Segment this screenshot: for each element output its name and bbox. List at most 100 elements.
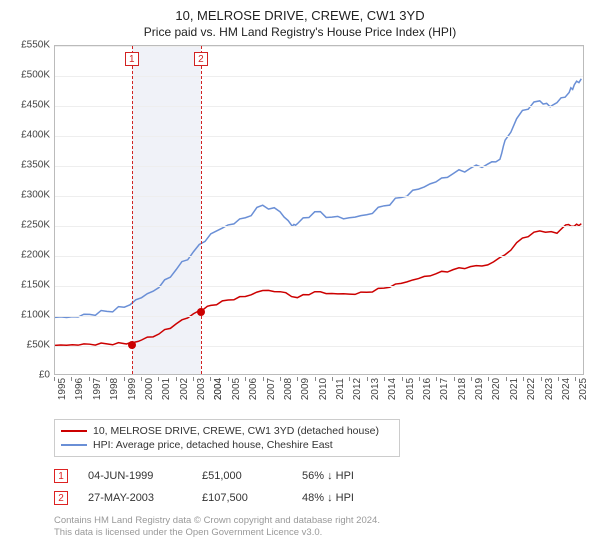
footnote: Contains HM Land Registry data © Crown c… <box>54 515 590 540</box>
y-tick-label: £350K <box>21 160 50 171</box>
gridline <box>55 136 583 137</box>
x-tick-mark <box>228 377 229 381</box>
chart-subtitle: Price paid vs. HM Land Registry's House … <box>10 25 590 39</box>
y-tick-label: £450K <box>21 100 50 111</box>
x-tick-label: 1998 <box>109 378 120 400</box>
gridline <box>55 316 583 317</box>
transaction-date: 04-JUN-1999 <box>88 470 182 482</box>
x-tick-mark <box>176 377 177 381</box>
x-tick-label: 2020 <box>491 378 502 400</box>
x-tick-mark <box>315 377 316 381</box>
gridline <box>55 256 583 257</box>
legend-swatch <box>61 444 87 446</box>
x-tick-label: 2015 <box>405 378 416 400</box>
gridline <box>55 196 583 197</box>
x-tick-mark <box>141 377 142 381</box>
x-axis: 1995199619971998199920002001200220032004… <box>54 377 584 415</box>
transaction-row: 2 27-MAY-2003 £107,500 48% ↓ HPI <box>54 487 590 509</box>
x-tick-mark <box>436 377 437 381</box>
transaction-delta: 48% ↓ HPI <box>302 492 402 504</box>
x-tick-mark <box>210 377 211 381</box>
x-tick-mark <box>471 377 472 381</box>
transaction-delta: 56% ↓ HPI <box>302 470 402 482</box>
x-tick-label: 2006 <box>248 378 259 400</box>
x-tick-label: 2009 <box>300 378 311 400</box>
transaction-marker <box>128 341 136 349</box>
series-price_paid <box>55 224 581 346</box>
plot-box: 12 <box>54 45 584 375</box>
gridline <box>55 46 583 47</box>
x-tick-mark <box>367 377 368 381</box>
transaction-line <box>132 46 133 374</box>
transaction-row-badge: 2 <box>54 491 68 505</box>
x-tick-label: 2021 <box>509 378 520 400</box>
legend-swatch <box>61 430 87 432</box>
x-tick-label: 2012 <box>352 378 363 400</box>
x-tick-label: 2018 <box>457 378 468 400</box>
x-tick-mark <box>54 377 55 381</box>
line-svg <box>55 46 583 374</box>
footnote-line: Contains HM Land Registry data © Crown c… <box>54 515 590 527</box>
x-tick-mark <box>402 377 403 381</box>
x-tick-label: 2023 <box>544 378 555 400</box>
x-tick-label: 2024 <box>561 378 572 400</box>
x-tick-label: 2025 <box>578 378 589 400</box>
x-tick-label: 2011 <box>335 378 346 400</box>
y-tick-label: £150K <box>21 280 50 291</box>
x-tick-mark <box>349 377 350 381</box>
x-tick-mark <box>263 377 264 381</box>
x-tick-mark <box>280 377 281 381</box>
gridline <box>55 286 583 287</box>
x-tick-mark <box>71 377 72 381</box>
x-tick-mark <box>506 377 507 381</box>
x-tick-label: 1997 <box>92 378 103 400</box>
transaction-table: 1 04-JUN-1999 £51,000 56% ↓ HPI 2 27-MAY-2003… <box>54 465 590 509</box>
y-tick-label: £550K <box>21 40 50 51</box>
legend-label: HPI: Average price, detached house, Ches… <box>93 439 333 451</box>
x-tick-mark <box>106 377 107 381</box>
x-tick-mark <box>575 377 576 381</box>
y-tick-label: £400K <box>21 130 50 141</box>
x-tick-mark <box>541 377 542 381</box>
x-tick-label: 1999 <box>127 378 138 400</box>
transaction-marker <box>197 308 205 316</box>
x-tick-label: 2014 <box>387 378 398 400</box>
gridline <box>55 76 583 77</box>
x-tick-label: 2004 <box>213 378 224 400</box>
x-tick-label: 2022 <box>526 378 537 400</box>
chart-container: 10, MELROSE DRIVE, CREWE, CW1 3YD Price … <box>0 0 600 546</box>
x-tick-label: 1996 <box>74 378 85 400</box>
x-tick-label: 2001 <box>161 378 172 400</box>
x-tick-label: 2010 <box>318 378 329 400</box>
x-tick-mark <box>245 377 246 381</box>
x-tick-mark <box>332 377 333 381</box>
x-tick-label: 2003 <box>196 378 207 400</box>
footnote-line: This data is licensed under the Open Gov… <box>54 527 590 539</box>
x-tick-label: 2007 <box>266 378 277 400</box>
x-tick-mark <box>454 377 455 381</box>
legend-row: 10, MELROSE DRIVE, CREWE, CW1 3YD (detac… <box>61 424 393 438</box>
series-hpi <box>55 79 581 318</box>
x-tick-mark <box>384 377 385 381</box>
transaction-row: 1 04-JUN-1999 £51,000 56% ↓ HPI <box>54 465 590 487</box>
x-tick-mark <box>124 377 125 381</box>
legend-row: HPI: Average price, detached house, Ches… <box>61 438 393 452</box>
x-tick-label: 2016 <box>422 378 433 400</box>
transaction-date: 27-MAY-2003 <box>88 492 182 504</box>
x-tick-label: 2000 <box>144 378 155 400</box>
gridline <box>55 166 583 167</box>
y-tick-label: £500K <box>21 70 50 81</box>
y-tick-label: £250K <box>21 220 50 231</box>
legend: 10, MELROSE DRIVE, CREWE, CW1 3YD (detac… <box>54 419 400 457</box>
x-tick-mark <box>158 377 159 381</box>
x-tick-label: 2005 <box>231 378 242 400</box>
transaction-price: £107,500 <box>202 492 282 504</box>
plot-area: £0£50K£100K£150K£200K£250K£300K£350K£400… <box>10 45 590 415</box>
transaction-row-badge: 1 <box>54 469 68 483</box>
x-tick-mark <box>523 377 524 381</box>
gridline <box>55 106 583 107</box>
y-tick-label: £300K <box>21 190 50 201</box>
transaction-price: £51,000 <box>202 470 282 482</box>
y-tick-label: £100K <box>21 310 50 321</box>
transaction-badge: 2 <box>194 52 208 66</box>
